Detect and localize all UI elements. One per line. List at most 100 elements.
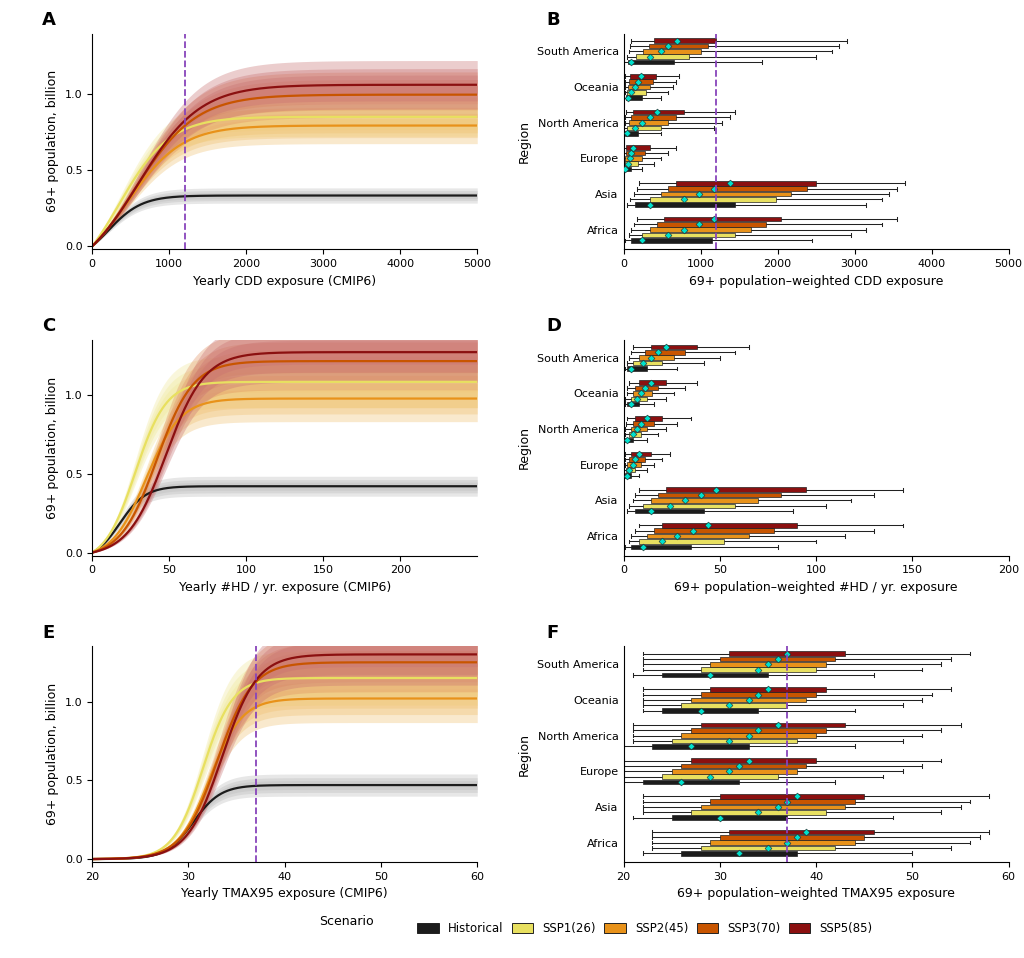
Bar [681, 764, 807, 768]
Bar [700, 722, 845, 727]
X-axis label: Yearly CDD exposure (CMIP6): Yearly CDD exposure (CMIP6) [194, 275, 376, 287]
Bar [631, 239, 712, 242]
Bar [631, 115, 676, 120]
Bar [691, 810, 825, 814]
Bar [663, 708, 759, 713]
Bar [626, 150, 645, 155]
Bar [625, 131, 638, 136]
Bar [639, 380, 666, 385]
Bar [650, 227, 751, 232]
Text: Scenario: Scenario [319, 915, 374, 928]
Bar [627, 90, 646, 95]
Y-axis label: Region: Region [518, 426, 531, 469]
Bar [654, 38, 716, 43]
Bar [681, 703, 787, 708]
Bar [633, 422, 654, 426]
Bar [672, 739, 797, 743]
Bar [636, 55, 689, 59]
Bar [649, 44, 709, 48]
Bar [631, 397, 647, 401]
Bar [635, 202, 735, 207]
Bar [626, 156, 642, 161]
Bar [660, 192, 792, 196]
Bar [627, 468, 635, 472]
Y-axis label: 69+ population, billion: 69+ population, billion [46, 376, 59, 519]
Bar [631, 427, 647, 431]
Y-axis label: 69+ population, billion: 69+ population, billion [46, 70, 59, 213]
Bar [645, 350, 685, 354]
Bar [625, 473, 631, 478]
Bar [650, 197, 776, 202]
Bar [630, 121, 669, 125]
Bar [643, 504, 735, 508]
Bar [691, 728, 825, 733]
Text: A: A [42, 11, 56, 29]
Bar [628, 463, 641, 468]
Bar [628, 401, 639, 406]
Bar [720, 656, 836, 661]
X-axis label: Yearly TMAX95 exposure (CMIP6): Yearly TMAX95 exposure (CMIP6) [181, 887, 388, 901]
Bar [711, 799, 855, 804]
Bar [631, 74, 656, 79]
Bar [643, 780, 739, 785]
Y-axis label: Region: Region [518, 120, 531, 163]
Bar [654, 529, 774, 533]
Bar [663, 774, 777, 779]
Bar [635, 416, 663, 421]
Text: C: C [42, 317, 55, 335]
Bar [647, 534, 749, 538]
Bar [633, 391, 652, 396]
Text: D: D [547, 317, 561, 335]
Bar [650, 345, 696, 350]
Bar [643, 49, 700, 54]
Bar [639, 355, 674, 360]
Bar [630, 457, 645, 462]
Bar [631, 452, 650, 456]
Bar [658, 492, 781, 497]
Bar [631, 544, 691, 549]
Bar [700, 805, 845, 810]
Bar [656, 222, 766, 227]
Bar [663, 673, 768, 677]
Bar [700, 668, 816, 672]
Bar [691, 697, 807, 702]
Bar [633, 109, 684, 114]
Bar [625, 167, 631, 171]
Legend: Historical, SSP1(26), SSP2(45), SSP3(70), SSP5(85): Historical, SSP1(26), SSP2(45), SSP3(70)… [418, 922, 872, 935]
Bar [628, 84, 650, 89]
Bar [639, 539, 724, 544]
Bar [628, 366, 647, 371]
Bar [700, 846, 836, 851]
Bar [676, 181, 816, 186]
Bar [711, 662, 825, 667]
Bar [626, 438, 633, 443]
Y-axis label: 69+ population, billion: 69+ population, billion [46, 683, 59, 826]
Bar [633, 361, 663, 365]
Bar [666, 488, 807, 492]
Bar [625, 161, 638, 166]
X-axis label: 69+ population–weighted TMAX95 exposure: 69+ population–weighted TMAX95 exposure [677, 887, 955, 901]
X-axis label: 69+ population–weighted #HD / yr. exposure: 69+ population–weighted #HD / yr. exposu… [675, 582, 957, 594]
Bar [650, 498, 759, 503]
Bar [729, 651, 845, 656]
Text: F: F [547, 624, 559, 642]
Bar [665, 217, 781, 221]
Text: B: B [547, 11, 560, 29]
Bar [626, 96, 642, 100]
Bar [627, 146, 650, 150]
Bar [700, 693, 816, 696]
Bar [635, 509, 705, 513]
Bar [628, 125, 660, 130]
Bar [672, 815, 787, 820]
Bar [691, 758, 816, 763]
Y-axis label: Region: Region [518, 733, 531, 776]
Bar [669, 187, 807, 191]
Bar [720, 835, 864, 839]
Bar [711, 687, 825, 692]
Bar [672, 769, 797, 773]
Bar [642, 233, 735, 238]
Bar [628, 59, 674, 64]
X-axis label: 69+ population–weighted CDD exposure: 69+ population–weighted CDD exposure [689, 275, 943, 287]
Bar [630, 432, 641, 437]
Bar [681, 851, 797, 855]
